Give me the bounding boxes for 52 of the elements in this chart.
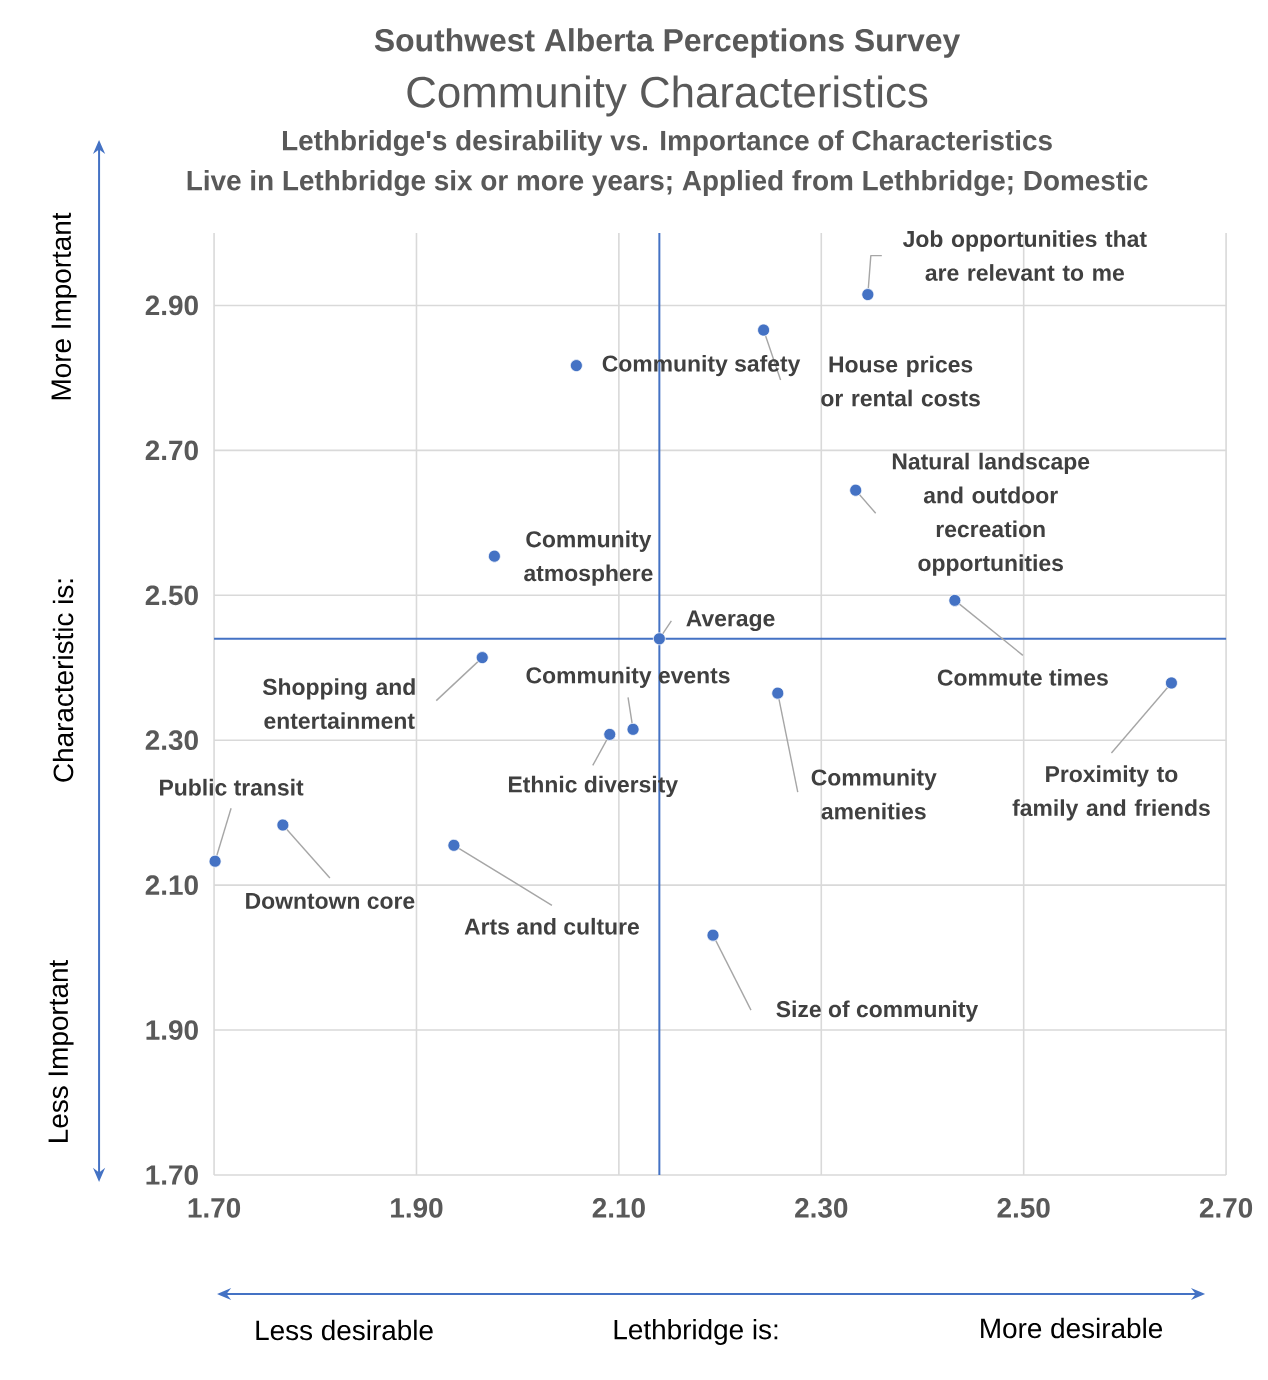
annotation: Downtown core bbox=[246, 893, 415, 909]
y-tick-label: 1.90 bbox=[146, 1020, 198, 1040]
point bbox=[861, 288, 875, 301]
x-axis-title: Lethbridge is: bbox=[614, 1318, 778, 1345]
point bbox=[652, 632, 666, 646]
text: Less Important bbox=[48, 959, 74, 1142]
text: Live in Lethbridge six or more years; Applied from Lethbridge; Domestic bbox=[187, 169, 1148, 197]
annotation: Community amenities bbox=[811, 768, 937, 820]
point bbox=[569, 359, 583, 372]
annotation: Job opportunities that are relevant to me bbox=[902, 230, 1147, 281]
text: More desirable bbox=[981, 1317, 1163, 1339]
point bbox=[948, 593, 962, 607]
y-tick-label: 2.50 bbox=[145, 585, 198, 606]
y-tick-label: 2.30 bbox=[145, 730, 198, 751]
x-tick-label: 1.70 bbox=[188, 1198, 241, 1218]
y-tick-label: 2.10 bbox=[145, 875, 198, 896]
point bbox=[276, 818, 290, 832]
y-tick-label: 2.70 bbox=[145, 440, 198, 461]
point bbox=[447, 838, 461, 852]
y-axis-title: Characteristic is: bbox=[52, 579, 74, 782]
point bbox=[757, 323, 770, 337]
annotation: Natural landscape and outdoor recreation opportunities bbox=[892, 452, 1090, 576]
x-tick-label: 2.30 bbox=[795, 1198, 848, 1218]
annotation: House prices or rental costs bbox=[821, 355, 980, 407]
point bbox=[849, 483, 863, 497]
annotation: Arts and culture bbox=[464, 917, 639, 935]
point bbox=[771, 686, 785, 700]
point bbox=[487, 549, 501, 563]
x-tick-label: 2.70 bbox=[1199, 1198, 1253, 1218]
point bbox=[706, 928, 720, 942]
annotation: Average bbox=[686, 610, 775, 632]
point bbox=[208, 854, 222, 868]
text: Lethbridge's desirability vs. Importance of Characteristics bbox=[282, 129, 1052, 157]
annotation: Size of community bbox=[776, 1000, 979, 1022]
annotation: Community atmosphere bbox=[524, 530, 653, 586]
point bbox=[1165, 676, 1178, 690]
chart-subtitle: Community Characteristics bbox=[407, 75, 928, 117]
point bbox=[475, 651, 489, 665]
chart-title: Southwest Alberta Perceptions Survey bbox=[374, 28, 961, 58]
x-tick-label: 2.50 bbox=[997, 1198, 1050, 1218]
annotation: Shopping and entertainment bbox=[262, 678, 415, 729]
y-tick-label: 2.90 bbox=[145, 295, 198, 316]
text: Less desirable bbox=[256, 1319, 433, 1341]
point bbox=[603, 728, 617, 741]
x-tick-label: 1.90 bbox=[391, 1198, 443, 1218]
point bbox=[626, 722, 640, 736]
annotation: Commute times bbox=[937, 668, 1108, 686]
annotation: Proximity to family and friends bbox=[1012, 765, 1210, 821]
y-tick-label: 1.70 bbox=[146, 1165, 198, 1185]
text: More Important bbox=[51, 212, 77, 400]
x-tick-label: 2.10 bbox=[592, 1198, 645, 1218]
annotation: Public transit bbox=[160, 778, 304, 796]
